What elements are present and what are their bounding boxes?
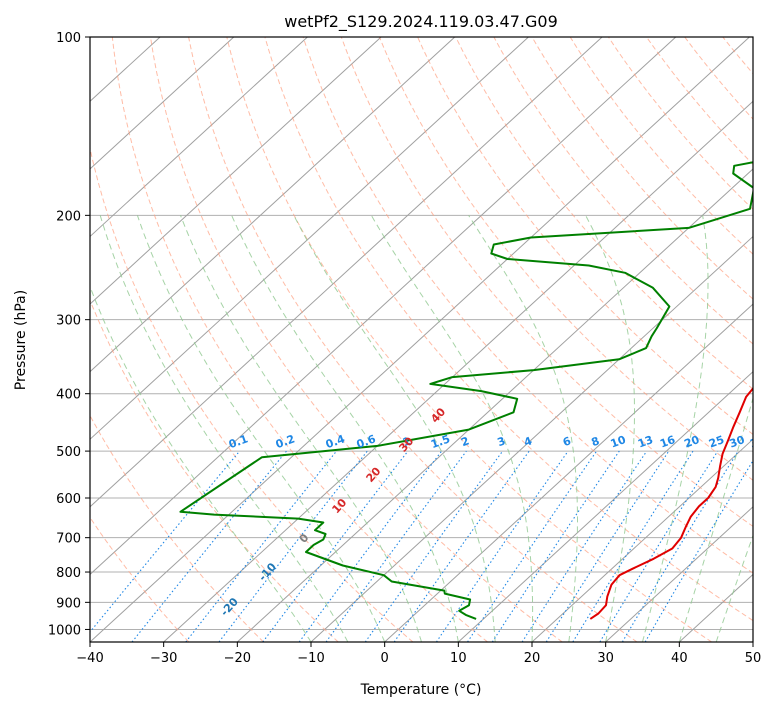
isotherm-gridline xyxy=(90,37,456,373)
x-tick-label: 40 xyxy=(671,651,688,666)
mixing-ratio-line xyxy=(90,450,241,633)
dry-adiabat-line xyxy=(340,37,753,528)
y-tick-label: 300 xyxy=(56,314,81,329)
x-tick-label: −40 xyxy=(76,651,103,666)
dry-adiabat-line xyxy=(264,37,753,622)
moist-adiabat-line xyxy=(642,215,709,642)
mixing-ratio-label: 4 xyxy=(522,434,534,449)
y-tick-label: 1000 xyxy=(48,623,81,638)
y-tick-label: 700 xyxy=(56,532,81,547)
mixing-ratio-label: 36 xyxy=(748,433,767,451)
moist-adiabat-line xyxy=(585,215,635,642)
y-tick-label: 100 xyxy=(56,31,81,46)
y-axis-label: Pressure (hPa) xyxy=(13,290,29,390)
mixing-ratio-line xyxy=(298,450,443,642)
plot-frame xyxy=(89,36,754,643)
x-axis-label: Temperature (°C) xyxy=(360,682,482,698)
series-layer xyxy=(179,161,753,620)
x-tick-label: 20 xyxy=(524,651,541,666)
chart-title: wetPf2_S129.2024.119.03.47.G09 xyxy=(284,12,558,32)
mixing-ratio-label: 16 xyxy=(658,433,677,451)
mixing-ratio-label: 3 xyxy=(496,434,508,449)
x-tick-label: 50 xyxy=(745,651,762,666)
dry-adiabat-line xyxy=(378,37,753,481)
dewpoint-profile-line xyxy=(179,161,753,620)
x-tick-label: −30 xyxy=(150,651,177,666)
moist-adiabat-line xyxy=(90,285,312,642)
mixing-ratio-line xyxy=(325,450,467,642)
mixing-ratio-label: 0.4 xyxy=(324,432,347,451)
y-tick-label: 800 xyxy=(56,566,81,581)
moist-adiabat-line xyxy=(231,215,459,642)
x-axis-ticks: −40 −30 −20 −10 0 10 20 30 40 50 xyxy=(76,642,761,666)
isotherm-gridline xyxy=(531,438,753,642)
mixing-ratio-label: 30 xyxy=(728,433,747,451)
mixing-ratio-label: 10 xyxy=(609,433,628,451)
x-tick-label: −10 xyxy=(297,651,324,666)
mixing-ratio-label: 0.6 xyxy=(355,432,378,451)
dry-adiabat-line xyxy=(188,37,638,642)
dry-adiabat-line xyxy=(90,414,264,642)
isotherm-gridline xyxy=(90,37,529,440)
dry-adiabat-line xyxy=(150,37,563,642)
x-tick-label: 10 xyxy=(450,651,467,666)
dry-adiabat-line xyxy=(111,37,488,642)
isotherm-gridline xyxy=(605,506,753,642)
mixing-ratio-line xyxy=(599,450,719,642)
isotherm-gridline xyxy=(90,37,750,642)
mixing-ratio-line xyxy=(364,450,504,642)
dry-adiabat-line xyxy=(302,37,753,574)
isotherm-gridline xyxy=(90,37,677,576)
x-tick-label: 30 xyxy=(597,651,614,666)
mixing-ratio-label: 0.2 xyxy=(274,432,297,451)
mixing-ratio-label: 2 xyxy=(459,434,471,449)
y-tick-label: 500 xyxy=(56,445,81,460)
dry-adiabat-line xyxy=(226,37,712,642)
isotherm-gridline xyxy=(90,37,308,238)
mixing-ratio-line xyxy=(467,450,598,642)
mixing-ratio-label: 8 xyxy=(590,434,602,449)
mixing-ratio-line xyxy=(131,450,287,642)
isotherm-gridline xyxy=(90,37,235,170)
mixing-ratio-label: 13 xyxy=(636,433,655,450)
y-tick-label: 200 xyxy=(56,209,81,224)
moist-adiabat-line xyxy=(99,215,349,642)
dry-adiabat-line xyxy=(455,37,753,390)
mixing-ratio-label: 6 xyxy=(561,434,573,449)
y-tick-label: 600 xyxy=(56,492,81,507)
background-lines xyxy=(90,37,753,642)
isotherm-gridline xyxy=(236,168,753,642)
moist-adiabat-line xyxy=(136,215,386,642)
dry-adiabat-line xyxy=(90,145,414,642)
moist-adiabat-line xyxy=(370,215,534,642)
dry-adiabat-line xyxy=(531,37,753,300)
mixing-ratio-label: 20 xyxy=(682,433,701,451)
mixing-ratio-line xyxy=(545,450,670,642)
mixing-ratio-line xyxy=(521,450,648,642)
isotherm-gridline xyxy=(163,100,753,642)
y-tick-label: 400 xyxy=(56,388,81,403)
mixing-ratio-line xyxy=(393,450,530,642)
mixing-ratio-label: 25 xyxy=(707,433,726,450)
isotherm-gridline xyxy=(90,37,382,305)
mixing-ratio-label: 0.1 xyxy=(227,432,250,451)
y-tick-label: 900 xyxy=(56,596,81,611)
mixing-ratio-label: 1.5 xyxy=(429,432,452,451)
y-axis-ticks: 1000 900 800 700 600 500 400 300 200 100 xyxy=(48,31,90,638)
temperature-profile-line xyxy=(589,386,753,620)
isotherm-gridline xyxy=(457,370,753,642)
plot-area: 0.10.20.40.611.52346810131620253036-20-1… xyxy=(90,37,767,642)
isotherm-gridline xyxy=(384,303,753,642)
grid-layer xyxy=(90,37,753,642)
x-tick-label: −20 xyxy=(224,651,251,666)
mixing-ratio-label: 1 xyxy=(401,434,413,449)
mixing-ratio-line xyxy=(262,450,409,642)
mixing-ratio-line xyxy=(491,450,620,642)
dry-adiabat-line xyxy=(90,516,190,642)
x-tick-label: 0 xyxy=(381,651,389,666)
mixing-ratio-line xyxy=(435,450,569,642)
moist-adiabat-line xyxy=(468,215,578,642)
isotherm-gridline xyxy=(90,37,603,508)
